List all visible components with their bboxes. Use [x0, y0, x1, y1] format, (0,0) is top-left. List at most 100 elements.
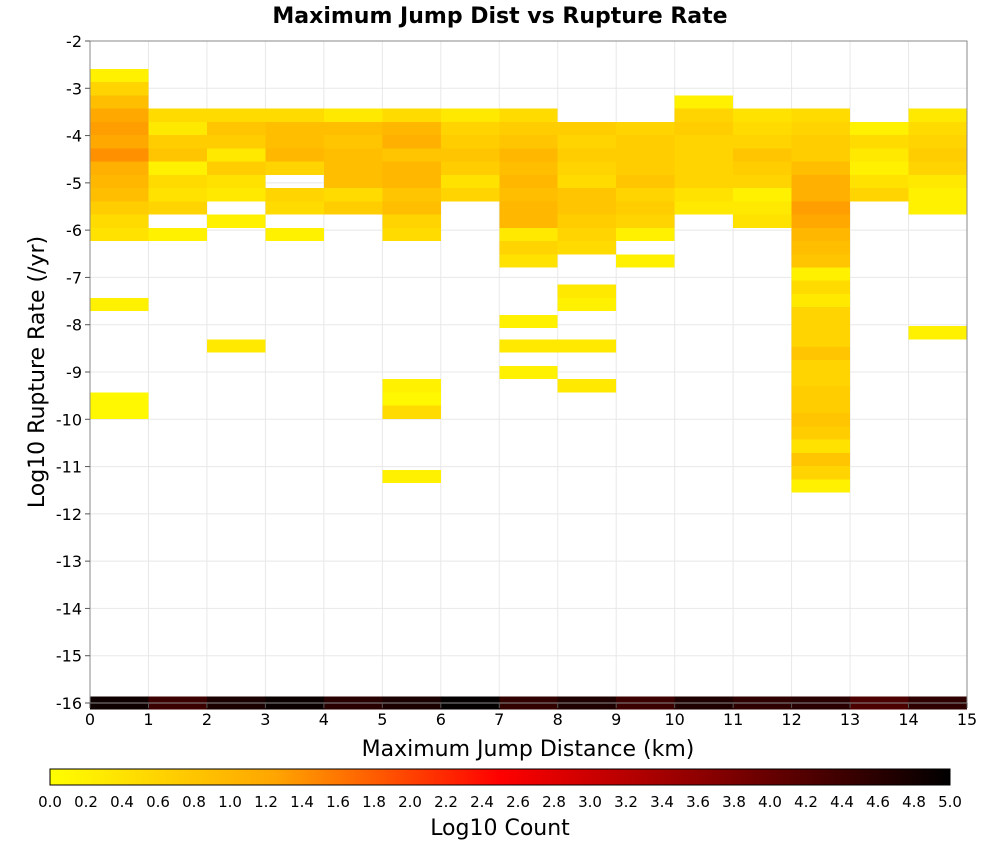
heatmap-cell	[148, 227, 207, 242]
x-tick-label: 7	[494, 710, 504, 729]
heatmap-cell	[382, 227, 441, 242]
heatmap-cell	[323, 121, 383, 136]
heatmap-cell	[323, 135, 383, 149]
colorbar-tick-label: 0.0	[38, 793, 62, 811]
y-tick-label: -6	[66, 221, 82, 240]
heatmap-cell	[557, 214, 617, 228]
colorbar-label: Log10 Count	[430, 816, 570, 841]
x-axis-ticks: 0 1 2 3 4 5 6 7 8 9 10 11 12 13 14 15	[85, 703, 977, 729]
heatmap-cell	[499, 108, 558, 122]
colorbar-tick-label: 0.2	[74, 793, 98, 811]
heatmap-cell	[206, 121, 266, 136]
heatmap-cell	[499, 148, 558, 162]
heatmap-cell	[148, 121, 207, 136]
heatmap-cell	[557, 284, 617, 298]
x-tick-label: 11	[723, 710, 743, 729]
y-tick-label: -14	[56, 599, 82, 618]
heatmap-cell	[90, 95, 149, 109]
x-tick-label: 10	[664, 710, 684, 729]
heatmap-cell	[499, 188, 558, 202]
heatmap-cell	[90, 82, 149, 96]
colorbar-tick-label: 4.0	[758, 793, 782, 811]
heatmap-cell	[90, 201, 149, 215]
heatmap-cell	[674, 135, 734, 149]
heatmap-cell	[206, 339, 266, 353]
heatmap-cell	[90, 227, 149, 242]
heatmap-cell	[850, 121, 909, 136]
heatmap-cell	[557, 148, 617, 162]
y-tick-label: -7	[66, 268, 82, 287]
heatmap-cell	[206, 174, 266, 189]
heatmap-cell	[616, 121, 675, 136]
heatmap-cell	[791, 320, 851, 334]
heatmap-cell	[674, 108, 734, 122]
heatmap-cell	[90, 392, 149, 406]
heatmap-cell	[908, 201, 967, 215]
heatmap-cell	[90, 297, 149, 312]
heatmap-cell	[557, 135, 617, 149]
heatmap-cell	[674, 188, 734, 202]
heatmap-cell	[733, 201, 792, 215]
heatmap-cell	[440, 108, 500, 122]
heatmap-cell	[908, 188, 967, 202]
heatmap-cell	[265, 121, 324, 136]
heatmap-cell	[791, 135, 851, 149]
x-tick-label: 8	[553, 710, 563, 729]
heatmap-cell	[265, 201, 324, 215]
heatmap-cell	[90, 68, 149, 83]
heatmap-cell	[908, 326, 967, 340]
heatmap-cell	[499, 339, 558, 353]
heatmap-cell	[791, 108, 851, 122]
heatmap-cell	[791, 280, 851, 294]
heatmap-cell	[148, 135, 207, 149]
heatmap-cell	[148, 161, 207, 175]
x-tick-label: 14	[898, 710, 918, 729]
heatmap-cell	[90, 121, 149, 136]
heatmap-cell	[265, 161, 324, 175]
heatmap-cell	[791, 201, 851, 215]
heatmap-cell	[90, 188, 149, 202]
heatmap-cell	[791, 373, 851, 387]
heatmap-cell	[323, 188, 383, 202]
colorbar-tick-label: 3.0	[578, 793, 602, 811]
heatmap-cell	[440, 161, 500, 175]
heatmap-cell	[499, 121, 558, 136]
x-axis-label: Maximum Jump Distance (km)	[362, 737, 695, 762]
heatmap-cell	[499, 135, 558, 149]
heatmap-cell	[382, 201, 441, 215]
heatmap-cell	[791, 293, 851, 308]
heatmap-cell	[791, 307, 851, 321]
heatmap-cell	[733, 108, 792, 122]
colorbar-tick-label: 3.6	[686, 793, 710, 811]
heatmap-cell	[557, 339, 617, 353]
colorbar-tick-label: 0.4	[110, 793, 134, 811]
heatmap-cell	[791, 254, 851, 268]
heatmap-cell	[499, 241, 558, 255]
y-tick-label: -12	[56, 505, 82, 524]
heatmap-cell	[499, 201, 558, 215]
heatmap-cell	[382, 469, 441, 484]
heatmap-cell	[850, 148, 909, 162]
heatmap-cell	[733, 161, 792, 175]
y-tick-label: -5	[66, 174, 82, 193]
colorbar-tick-label: 1.2	[254, 793, 278, 811]
heatmap-cell	[382, 188, 441, 202]
heatmap-cell	[791, 413, 851, 427]
heatmap-cell	[616, 227, 675, 242]
heatmap-cell	[733, 135, 792, 149]
heatmap-cell	[323, 108, 383, 122]
heatmap-cell	[791, 426, 851, 440]
x-tick-label: 0	[85, 710, 95, 729]
heatmap-cell	[382, 148, 441, 162]
heatmap-cell	[499, 365, 558, 380]
heatmap-cell	[674, 161, 734, 175]
heatmap-cell	[557, 241, 617, 255]
heatmap-cell	[323, 201, 383, 215]
heatmap-cell	[90, 161, 149, 175]
heatmap-cell	[440, 188, 500, 202]
heatmap-cell	[791, 386, 851, 400]
heatmap-cell	[206, 188, 266, 202]
heatmap-cell	[791, 333, 851, 347]
colorbar-tick-label: 1.0	[218, 793, 242, 811]
colorbar-tick-label: 3.4	[650, 793, 674, 811]
